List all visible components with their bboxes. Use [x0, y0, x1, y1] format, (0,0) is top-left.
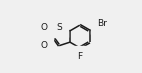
Text: S: S	[56, 23, 62, 32]
Text: O: O	[40, 41, 47, 50]
Text: F: F	[77, 52, 82, 61]
Text: Br: Br	[97, 19, 107, 28]
Text: O: O	[40, 23, 47, 32]
